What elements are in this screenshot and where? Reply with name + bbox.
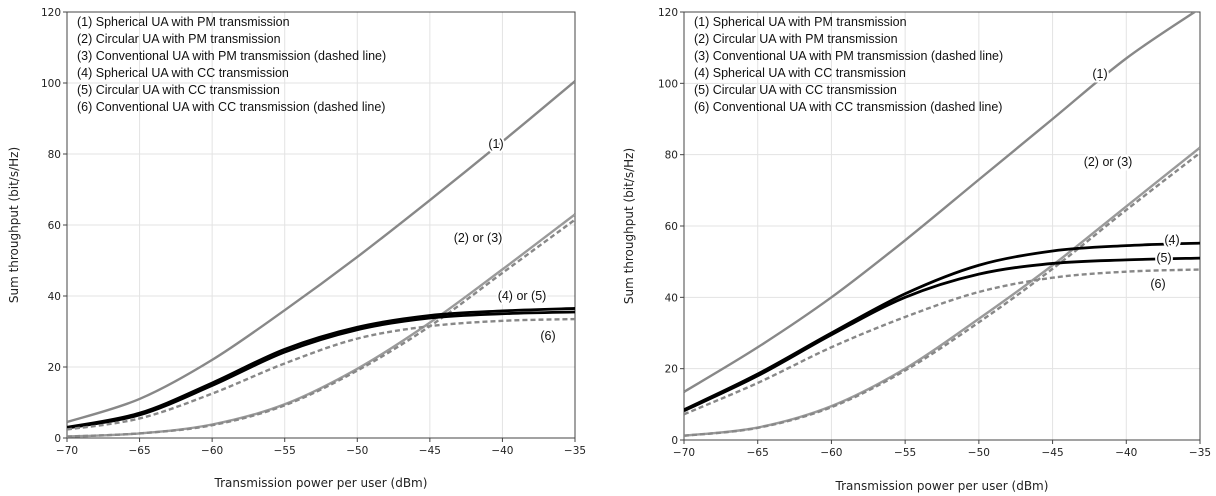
curve-annotation: (4) xyxy=(1164,233,1179,247)
legend-entry: (4) Spherical UA with CC transmission xyxy=(77,66,289,80)
x-tick-label: −60 xyxy=(201,445,223,457)
curve-annotation: (2) or (3) xyxy=(454,231,503,245)
x-tick-label: −65 xyxy=(128,445,150,457)
x-tick-label: −40 xyxy=(1115,447,1137,459)
plot-frame xyxy=(66,11,576,439)
y-tick-label: 40 xyxy=(48,291,61,303)
x-tick-label: −35 xyxy=(564,445,586,457)
legend-entry: (3) Conventional UA with PM transmission… xyxy=(694,49,1003,63)
y-tick-label: 40 xyxy=(665,292,678,304)
legend-entry: (5) Circular UA with CC transmission xyxy=(694,83,897,97)
x-tick-label: −65 xyxy=(747,447,769,459)
legend-entry: (2) Circular UA with PM transmission xyxy=(77,32,281,46)
curve-annotation: (4) or (5) xyxy=(498,289,547,303)
y-tick-label: 120 xyxy=(658,7,678,19)
y-tick-label: 60 xyxy=(665,221,678,233)
plot-area xyxy=(684,12,1200,437)
series-line-1 xyxy=(684,12,1197,393)
plot-area xyxy=(67,80,575,438)
plot-frame xyxy=(683,11,1201,441)
series-line-6 xyxy=(684,268,1200,416)
y-tick-label: 100 xyxy=(41,78,61,90)
y-tick-label: 120 xyxy=(41,7,61,19)
legend-entry: (1) Spherical UA with PM transmission xyxy=(694,15,907,29)
x-tick-label: −50 xyxy=(968,447,990,459)
chart-1: −70 −65 −60 −55 −50 −45 −40 −35 0 20 40 60 80 100 120 (… xyxy=(7,7,586,490)
x-tick-label: −50 xyxy=(346,445,368,457)
chart-2: −70 −65 −60 −55 −50 −45 −40 −35 0 20 40 60 80 100 120 (… xyxy=(622,7,1211,493)
x-axis-title: Transmission power per user (dBm) xyxy=(214,476,428,490)
series-line-6 xyxy=(67,317,575,431)
series-line-4 xyxy=(67,307,575,429)
x-tick-label: −70 xyxy=(56,445,78,457)
y-axis-title: Sum throughput (bit/s/Hz) xyxy=(622,148,636,304)
curve-annotation: (1) xyxy=(488,137,503,151)
series-line-3 xyxy=(67,218,575,438)
series-line-5 xyxy=(684,256,1200,413)
y-tick-label: 60 xyxy=(48,220,61,232)
y-tick-label: 0 xyxy=(671,435,678,447)
x-axis-title: Transmission power per user (dBm) xyxy=(835,479,1049,493)
legend-entry: (4) Spherical UA with CC transmission xyxy=(694,66,906,80)
x-tick-label: −55 xyxy=(274,445,296,457)
series-line-5 xyxy=(67,310,575,430)
x-tick-label: −35 xyxy=(1189,447,1211,459)
legend-entry: (1) Spherical UA with PM transmission xyxy=(77,15,290,29)
y-axis-title: Sum throughput (bit/s/Hz) xyxy=(7,147,21,303)
curve-annotation: (6) xyxy=(1150,277,1165,291)
series-line-3 xyxy=(684,151,1200,437)
x-tick-label: −60 xyxy=(820,447,842,459)
legend-entry: (6) Conventional UA with CC transmission… xyxy=(77,100,385,114)
series-line-2 xyxy=(684,146,1200,437)
y-tick-label: 20 xyxy=(48,362,61,374)
x-tick-label: −40 xyxy=(491,445,513,457)
curve-annotation: (6) xyxy=(540,329,555,343)
curve-annotation: (1) xyxy=(1092,67,1107,81)
curve-annotation: (2) or (3) xyxy=(1084,155,1133,169)
y-tick-label: 80 xyxy=(665,150,678,162)
legend-entry: (5) Circular UA with CC transmission xyxy=(77,83,280,97)
y-tick-label: 20 xyxy=(665,364,678,376)
legend-entry: (6) Conventional UA with CC transmission… xyxy=(694,100,1002,114)
x-tick-label: −45 xyxy=(419,445,441,457)
legend-entry: (3) Conventional UA with PM transmission… xyxy=(77,49,386,63)
x-tick-label: −55 xyxy=(894,447,916,459)
y-tick-label: 100 xyxy=(658,78,678,90)
x-tick-label: −70 xyxy=(673,447,695,459)
curve-annotation: (5) xyxy=(1156,251,1171,265)
y-tick-label: 80 xyxy=(48,149,61,161)
legend-entry: (2) Circular UA with PM transmission xyxy=(694,32,898,46)
series-line-2 xyxy=(67,213,575,438)
x-tick-label: −45 xyxy=(1041,447,1063,459)
series-line-4 xyxy=(684,241,1200,411)
y-tick-label: 0 xyxy=(54,433,61,445)
series-line-1 xyxy=(67,80,575,424)
